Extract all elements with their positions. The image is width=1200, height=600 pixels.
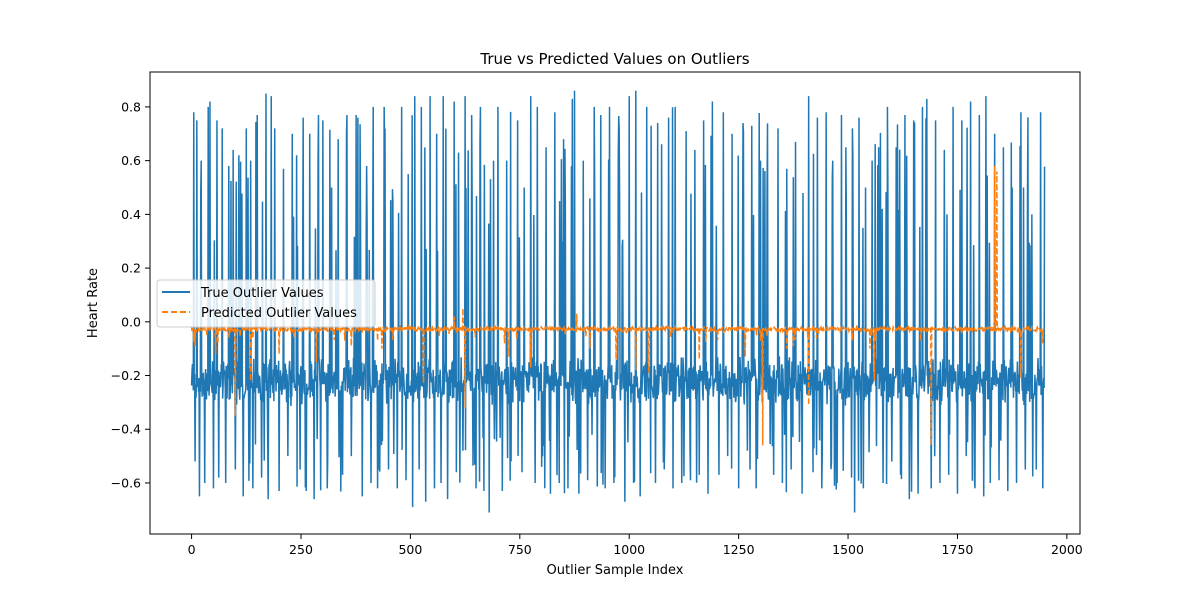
y-tick-label: −0.4 bbox=[111, 422, 141, 437]
x-tick-label: 500 bbox=[398, 542, 422, 557]
x-tick-label: 250 bbox=[289, 542, 313, 557]
x-tick-label: 1750 bbox=[942, 542, 974, 557]
chart-title: True vs Predicted Values on Outliers bbox=[479, 50, 749, 68]
series-line-predicted-outlier-values bbox=[190, 166, 1045, 446]
legend-label-true: True Outlier Values bbox=[200, 286, 324, 301]
y-tick-label: −0.2 bbox=[111, 368, 141, 383]
y-tick-label: 0.8 bbox=[121, 99, 141, 114]
legend-box bbox=[156, 279, 376, 328]
x-tick-label: 1250 bbox=[723, 542, 755, 557]
y-tick-label: 0.4 bbox=[121, 207, 141, 222]
y-tick-label: 0.0 bbox=[121, 314, 141, 329]
x-tick-label: 750 bbox=[508, 542, 532, 557]
axis-ticks: 0 250 500 750 1000 1250 1500 1750 2000 −0.6 −0.4 −0… bbox=[111, 99, 1083, 557]
x-tick-label: 1500 bbox=[832, 542, 864, 557]
x-tick-label: 1000 bbox=[613, 542, 645, 557]
y-tick-label: 0.2 bbox=[121, 261, 141, 276]
x-axis-label: Outlier Sample Index bbox=[547, 563, 684, 578]
x-tick-label: 2000 bbox=[1051, 542, 1083, 557]
x-tick-label: 0 bbox=[188, 542, 196, 557]
y-axis-label: Heart Rate bbox=[86, 268, 101, 338]
plot-content bbox=[190, 90, 1046, 513]
y-tick-label: 0.6 bbox=[121, 153, 141, 168]
y-tick-label: −0.6 bbox=[111, 475, 141, 490]
legend-label-predicted: Predicted Outlier Values bbox=[201, 306, 357, 321]
legend: True Outlier Values Predicted Outlier Va… bbox=[156, 279, 376, 328]
plot-frame bbox=[149, 71, 1081, 535]
series-line-true-outlier-values bbox=[190, 90, 1046, 513]
